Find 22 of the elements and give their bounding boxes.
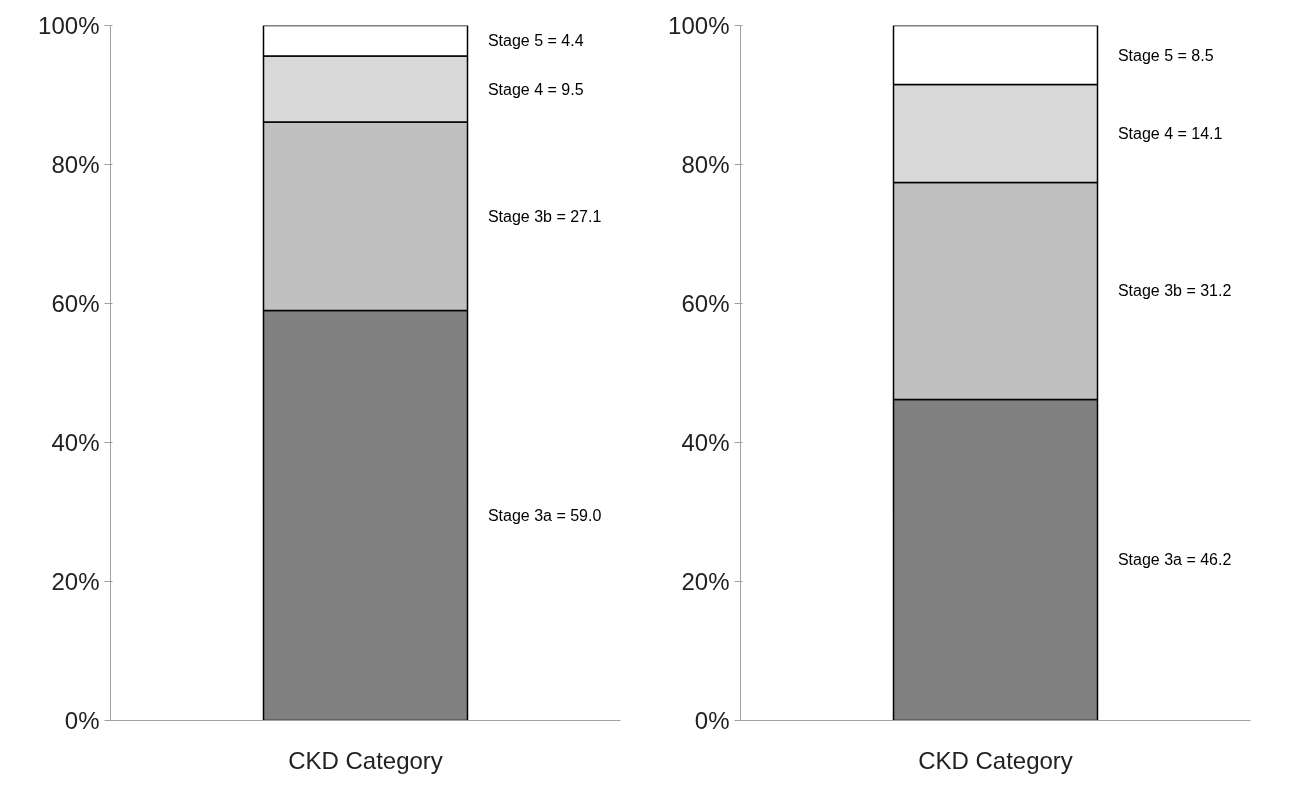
annotation: Stage 5 = 4.4 xyxy=(487,32,584,50)
y-tick-label: 0% xyxy=(64,707,100,734)
annotation: Stage 5 = 8.5 xyxy=(1117,46,1214,64)
y-tick-label: 80% xyxy=(51,151,100,178)
y-tick-label: 40% xyxy=(51,429,100,456)
y-tick-label: 40% xyxy=(681,429,730,456)
annotation: Stage 3a = 46.2 xyxy=(1117,551,1232,569)
annotation: Stage 3b = 31.2 xyxy=(1117,282,1232,300)
y-tick-label: 100% xyxy=(668,12,730,39)
y-tick-label: 100% xyxy=(38,12,100,39)
y-tick-label: 20% xyxy=(681,568,730,595)
y-tick-label: 80% xyxy=(681,151,730,178)
x-tick-label: CKD Category xyxy=(288,746,443,774)
y-tick-label: 60% xyxy=(51,290,100,317)
annotation: Stage 4 = 14.1 xyxy=(1117,125,1223,143)
annotation: Stage 3b = 27.1 xyxy=(487,207,602,225)
x-tick-label: CKD Category xyxy=(918,746,1073,774)
y-tick-label: 20% xyxy=(51,568,100,595)
annotation: Stage 3a = 59.0 xyxy=(487,506,602,524)
annotation: Stage 4 = 9.5 xyxy=(487,80,584,98)
y-tick-label: 60% xyxy=(681,290,730,317)
y-tick-label: 0% xyxy=(694,707,730,734)
